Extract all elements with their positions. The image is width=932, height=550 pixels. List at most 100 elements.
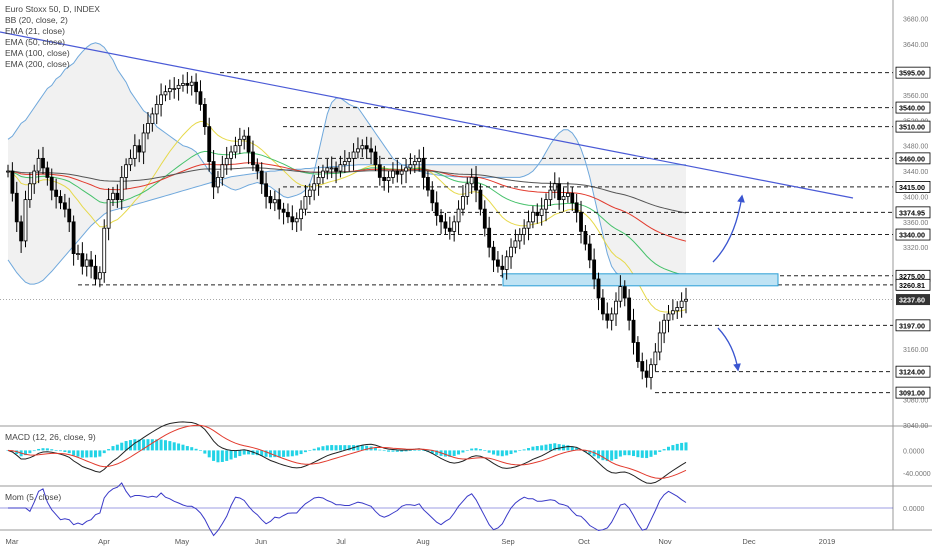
macd-histogram-bar (649, 450, 653, 457)
macd-histogram-bar (172, 442, 176, 451)
candle-body (154, 104, 159, 115)
macd-histogram-bar (492, 450, 496, 455)
candle-body (535, 211, 540, 216)
legend-bb: BB (20, close, 2) (5, 15, 68, 25)
legend-ema50: EMA (50, close) (5, 37, 65, 47)
macd-histogram-bar (54, 450, 58, 451)
candle-body (653, 351, 658, 366)
level-label: 3374.95 (899, 208, 925, 217)
macd-histogram-bar (277, 450, 281, 458)
macd-histogram-bar (513, 450, 517, 453)
candle-body (281, 208, 286, 213)
macd-histogram-bar (63, 450, 67, 452)
macd-histogram-bar (382, 450, 386, 452)
candle-body (430, 189, 435, 204)
macd-histogram-bar (457, 450, 461, 455)
candle-body (216, 177, 220, 188)
candle-body (531, 211, 535, 223)
level-label: 3124.00 (899, 368, 925, 377)
level-label: 3460.00 (899, 154, 925, 163)
candle-body (14, 192, 19, 223)
y-tick-label: 3360.00 (903, 220, 928, 227)
macd-histogram-bar (662, 449, 666, 451)
level-label-box (895, 66, 931, 79)
candle-body (618, 286, 623, 302)
macd-histogram-bar (601, 450, 605, 461)
macd-histogram-bar (45, 448, 49, 451)
candle-body (482, 208, 487, 229)
last-price-label: 3237.60 (899, 296, 925, 305)
macd-histogram-bar (343, 445, 347, 451)
candle-body (334, 167, 338, 172)
x-tick-label: Nov (658, 537, 672, 546)
candle-body (229, 151, 233, 159)
macd-histogram-bar (470, 448, 474, 451)
candle-body (504, 256, 509, 270)
level-label: 3197.00 (899, 321, 925, 330)
macd-histogram-bar (518, 450, 522, 451)
macd-histogram-bar (242, 450, 246, 455)
macd-histogram-bar (290, 450, 294, 457)
candle-body (548, 189, 553, 201)
macd-histogram-bar (338, 445, 342, 451)
level-label: 3275.00 (899, 272, 925, 281)
macd-histogram-bar (120, 442, 124, 451)
macd-histogram-bar (303, 450, 307, 453)
candle-body (434, 202, 439, 216)
level-label-box (895, 386, 931, 399)
candle-body (356, 148, 360, 153)
resistance-zone (502, 273, 779, 287)
macd-histogram-bar (177, 443, 181, 451)
candle-body (439, 215, 443, 223)
x-tick-label: 2019 (819, 537, 836, 546)
candle-body (237, 138, 242, 147)
macd-histogram-bar (605, 450, 609, 462)
candle-body (478, 189, 483, 210)
candle-body (224, 157, 229, 166)
macd-histogram-bar (570, 446, 574, 451)
candle-body (45, 167, 50, 178)
macd-histogram-bar (50, 449, 54, 451)
candle-body (382, 177, 387, 181)
macd-histogram-bar (496, 450, 500, 456)
candle-body (609, 313, 614, 321)
candle-body (294, 218, 299, 223)
candle-body (172, 88, 177, 90)
level-label: 3260.81 (899, 281, 925, 290)
level-label: 3510.00 (899, 123, 925, 132)
candle-body (259, 170, 264, 185)
macd-histogram-bar (216, 450, 220, 463)
macd-histogram-bar (128, 440, 132, 451)
candle-body (496, 259, 500, 267)
level-label-box (895, 206, 931, 219)
candle-body (19, 221, 24, 242)
candle-body (251, 151, 255, 166)
level-label-box (895, 152, 931, 165)
candle-body (141, 132, 146, 153)
candle-body (163, 91, 168, 96)
level-label-box (895, 120, 931, 133)
macd-histogram-bar (229, 450, 233, 460)
candle-body (89, 259, 94, 267)
macd-histogram-bar (282, 450, 286, 457)
macd-histogram-bar (273, 450, 277, 458)
candle-body (426, 177, 430, 191)
macd-histogram-bar (575, 447, 579, 451)
macd-histogram-bar (408, 450, 412, 451)
candle-body (277, 199, 282, 210)
macd-histogram-bar (413, 450, 417, 451)
macd-histogram-bar (680, 442, 684, 451)
candle-body (469, 177, 474, 185)
y-tick-label: 3560.00 (903, 93, 928, 100)
candle-body (93, 265, 98, 280)
candle-body (176, 84, 181, 89)
macd-histogram-bar (190, 447, 194, 451)
candle-body (32, 170, 37, 185)
candle-body (417, 157, 422, 162)
macd-histogram-bar (23, 450, 27, 456)
candle-body (67, 208, 72, 223)
macd-histogram-bar (330, 445, 334, 451)
macd-histogram-bar (373, 447, 377, 451)
